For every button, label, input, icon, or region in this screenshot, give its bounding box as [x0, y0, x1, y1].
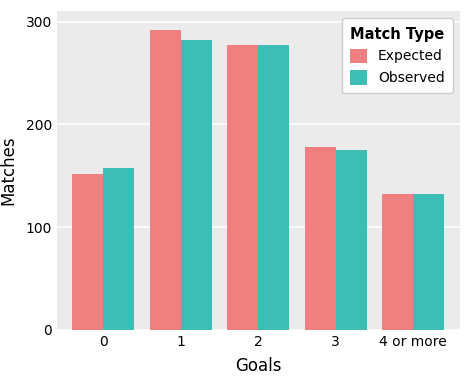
Bar: [181, 40, 212, 330]
Bar: [258, 45, 289, 330]
X-axis label: Goals: Goals: [235, 357, 282, 375]
Legend: Expected, Observed: Expected, Observed: [342, 18, 453, 94]
Bar: [383, 194, 413, 330]
Bar: [73, 174, 103, 330]
Bar: [228, 45, 258, 330]
Y-axis label: Matches: Matches: [0, 136, 18, 205]
Bar: [305, 147, 336, 330]
Bar: [336, 150, 367, 330]
Bar: [103, 169, 134, 330]
Bar: [413, 194, 444, 330]
Bar: [150, 30, 181, 330]
